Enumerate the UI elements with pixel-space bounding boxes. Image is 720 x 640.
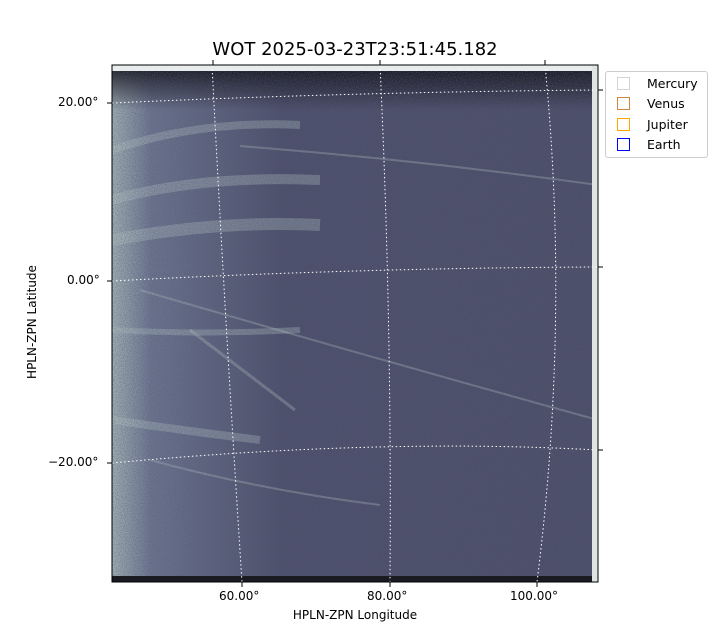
grid-lon-80	[379, 64, 391, 583]
legend-swatch	[617, 117, 630, 131]
y-tick-label: 0.00°	[67, 273, 100, 287]
x-tick-label: 100.00°	[510, 589, 558, 603]
legend-label: Earth	[647, 136, 681, 152]
axes-frame	[111, 64, 599, 583]
x-tick-label: 80.00°	[367, 589, 408, 603]
legend-swatch	[617, 96, 630, 110]
legend-swatch	[617, 137, 630, 151]
grid-lon-60	[211, 64, 243, 583]
chart-title: WOT 2025-03-23T23:51:45.182	[212, 39, 498, 60]
legend-item-venus: Venus	[617, 94, 685, 112]
legend-item-jupiter: Jupiter	[617, 115, 688, 133]
legend-swatch	[617, 76, 630, 90]
legend-label: Venus	[647, 95, 685, 111]
x-axis-label: HPLN-ZPN Longitude	[292, 608, 418, 622]
legend: Mercury Venus Jupiter Earth	[605, 71, 708, 158]
legend-label: Jupiter	[647, 116, 688, 132]
legend-item-mercury: Mercury	[617, 74, 698, 92]
solar-wind-image	[112, 65, 598, 582]
tick-marks	[107, 60, 603, 587]
grid-lon-100	[536, 64, 557, 583]
y-tick-label: −20.00°	[48, 455, 99, 469]
legend-item-earth: Earth	[617, 135, 681, 153]
coordinate-grid	[111, 64, 599, 583]
x-tick-label: 60.00°	[219, 589, 260, 603]
grid-lat-minus20	[111, 445, 599, 464]
y-axis-label: HPLN-ZPN Latitude	[25, 265, 39, 379]
legend-label: Mercury	[647, 75, 698, 91]
y-tick-label: 20.00°	[58, 95, 99, 109]
